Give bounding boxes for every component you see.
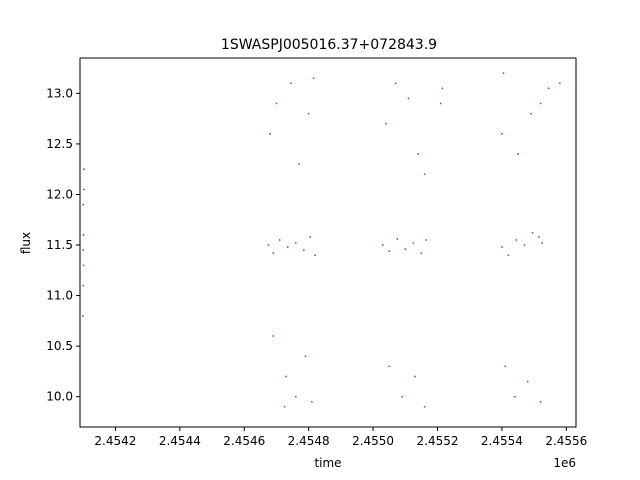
data-point: [309, 236, 312, 238]
y-tick-label: 12.0: [46, 187, 73, 201]
y-tick-label: 13.0: [46, 86, 73, 100]
data-point: [501, 132, 503, 135]
data-point: [401, 395, 403, 398]
data-point: [526, 380, 529, 383]
data-point: [539, 400, 542, 403]
data-point: [314, 254, 317, 257]
scatter-points: [81, 72, 561, 408]
data-point: [283, 405, 286, 408]
data-point: [420, 252, 423, 255]
data-point: [285, 375, 288, 378]
data-point: [310, 400, 313, 403]
data-point: [82, 203, 85, 206]
data-point: [501, 246, 503, 248]
x-tick-label: 2.4552: [417, 434, 459, 448]
data-point: [412, 242, 415, 244]
x-tick-label: 2.4548: [288, 434, 330, 448]
data-point: [82, 234, 85, 236]
data-point: [558, 82, 561, 85]
data-point: [515, 239, 518, 241]
data-point: [307, 112, 310, 115]
data-point: [272, 335, 275, 337]
data-point: [298, 163, 300, 166]
y-tick-label: 10.5: [46, 339, 73, 353]
data-point: [396, 238, 399, 240]
data-point: [538, 236, 540, 238]
y-tick-label: 10.0: [46, 390, 73, 404]
data-point: [82, 264, 85, 267]
y-tick-label: 12.5: [46, 137, 73, 151]
x-axis-title: time: [314, 456, 341, 470]
x-tick-label: 2.4556: [545, 434, 587, 448]
chart-title: 1SWASPJ005016.37+072843.9: [221, 37, 437, 53]
data-point: [502, 72, 505, 75]
data-point: [286, 246, 289, 248]
data-point: [381, 244, 384, 246]
x-axis-ticks: 2.4542 2.4544 2.4546 2.4548 2.4550 2.4552 2.45…: [94, 427, 587, 448]
data-point: [81, 314, 84, 317]
x-axis-offset-label: 1e6: [553, 456, 576, 470]
data-point: [423, 173, 426, 176]
data-point: [294, 395, 297, 398]
data-point: [290, 82, 292, 85]
data-point: [417, 153, 420, 155]
data-point: [272, 252, 275, 255]
data-point: [302, 249, 305, 251]
x-tick-label: 2.4554: [481, 434, 523, 448]
data-point: [267, 244, 270, 246]
data-point: [275, 102, 278, 105]
data-point: [539, 102, 542, 105]
data-point: [312, 77, 315, 80]
plot-frame: [79, 57, 577, 428]
x-tick-label: 2.4544: [159, 434, 201, 448]
data-point: [541, 242, 544, 244]
data-point: [425, 239, 428, 241]
data-point: [439, 102, 442, 105]
data-point: [530, 112, 532, 115]
data-point: [407, 97, 410, 100]
data-point: [517, 153, 519, 155]
data-point: [278, 239, 281, 241]
data-point: [441, 87, 444, 90]
data-point: [82, 188, 85, 191]
data-point: [304, 355, 307, 358]
data-point: [414, 375, 416, 378]
data-point: [394, 82, 397, 85]
y-axis-title: flux: [19, 232, 33, 254]
data-point: [513, 395, 516, 398]
data-point: [269, 132, 271, 135]
data-point: [423, 405, 426, 408]
data-point: [507, 254, 510, 257]
data-point: [385, 122, 387, 125]
x-tick-label: 2.4542: [94, 434, 136, 448]
y-axis-ticks: 10.0 10.5 11.0 11.5 12.0 12.5 13.0: [46, 86, 80, 404]
data-point: [547, 87, 550, 90]
x-tick-label: 2.4550: [352, 434, 394, 448]
y-tick-label: 11.5: [46, 238, 73, 252]
data-point: [82, 284, 85, 287]
data-point: [388, 250, 391, 252]
data-point: [504, 365, 507, 368]
data-point: [82, 168, 85, 171]
data-point: [82, 249, 85, 251]
data-point: [531, 231, 534, 234]
y-tick-label: 11.0: [46, 289, 73, 303]
data-point: [404, 248, 407, 250]
data-point: [294, 242, 297, 244]
data-point: [388, 365, 391, 368]
x-tick-label: 2.4546: [223, 434, 265, 448]
data-point: [523, 244, 526, 246]
